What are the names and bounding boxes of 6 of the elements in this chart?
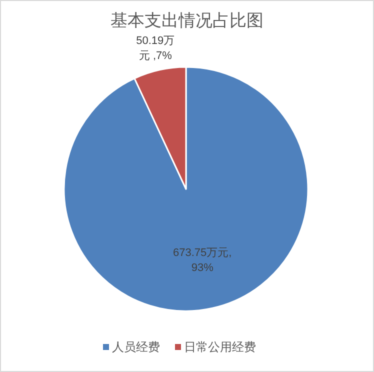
data-label: 50.19万元 ,7%: [136, 34, 175, 62]
pie-slice: [63, 66, 309, 312]
legend-label: 人员经费: [112, 340, 160, 354]
chart-title: 基本支出情况占比图: [110, 11, 264, 30]
data-label: 673.75万元,93%: [172, 246, 232, 274]
legend-label: 日常公用经费: [184, 340, 256, 354]
